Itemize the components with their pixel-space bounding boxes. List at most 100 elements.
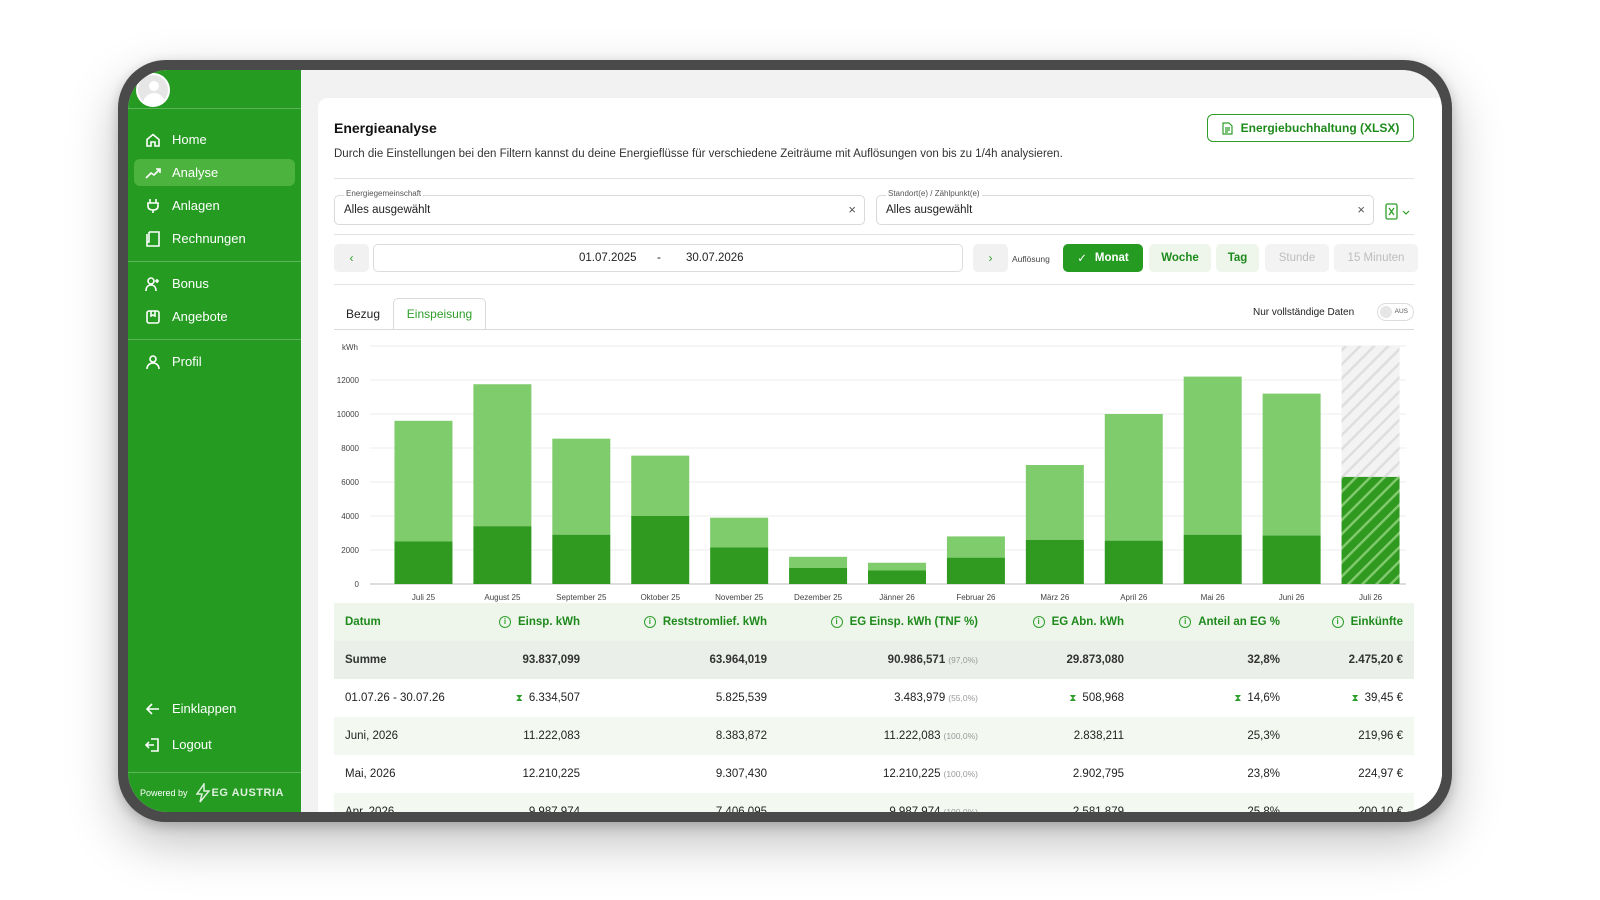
info-icon: i [1032,616,1045,628]
table-cell: 219,96 € [1358,730,1403,742]
table-cell: 2.902,795 [1072,768,1124,780]
tab-einspeisung[interactable]: Einspeisung [393,298,486,330]
column-header: i EG Einsp. kWh (TNF %) [774,603,978,641]
column-header-label: EG Abn. kWh [1051,616,1124,628]
plug-icon [144,197,162,215]
location-label: Standort(e) / Zählpunkt(e) [886,189,982,198]
sidebar-item-bonus[interactable]: Bonus [134,270,295,297]
export-xlsx-button[interactable]: Energiebuchhaltung (XLSX) [1207,114,1414,142]
cell-value: 6.334,507 [528,692,580,704]
tab-bezug[interactable]: Bezug [334,298,392,330]
column-header-label: EG Einsp. kWh (TNF %) [849,616,978,628]
date-separator: - [657,252,661,264]
table-cell: 2.475,20 € [1348,654,1403,666]
excel-export-icon[interactable] [1384,202,1414,222]
arrow-left-icon [144,700,162,718]
table-cell: 93.837,099 [522,654,580,666]
app-screen: Home Analyse Anlagen Rechnungen Bonus [128,70,1442,812]
offer-icon [144,308,162,326]
chevron-left-icon: ‹ [349,251,354,265]
sidebar-divider [128,339,301,340]
sidebar-item-angebote[interactable]: Angebote [134,303,295,330]
column-header: i Anteil an EG % [1134,603,1280,641]
column-header-label: Reststromlief. kWh [662,616,767,628]
device-frame: Home Analyse Anlagen Rechnungen Bonus [118,60,1452,822]
check-icon: ✓ [1077,253,1087,265]
location-value: Alles ausgewählt [886,204,973,216]
y-tick-label: 4000 [341,512,359,521]
bar-segment-dark [631,516,690,584]
resolution-week-button[interactable]: Woche [1149,244,1211,272]
info-icon: i [643,616,656,628]
clear-icon[interactable]: × [1357,202,1365,217]
bar-segment-dark [473,526,532,584]
table-cell: 23,8% [1247,768,1280,780]
cell-value: 90.986,571 [887,654,946,666]
x-tick-label: Februar 26 [956,593,996,602]
table-cell: 3.483,979 (55,0%) [774,679,978,717]
bar-segment-dark [1025,539,1084,584]
invoice-icon [144,230,162,248]
resolution-day-button[interactable]: Tag [1216,244,1259,272]
table-cell: ⧗ 14,6% [1134,679,1280,717]
y-tick-label: 6000 [341,478,359,487]
resolution-hour-button[interactable]: Stunde [1265,244,1329,272]
logout-button[interactable]: Logout [134,731,295,758]
resolution-15min-button[interactable]: 15 Minuten [1334,244,1418,272]
clear-icon[interactable]: × [848,202,856,217]
avatar[interactable] [136,73,170,107]
table-summary-row: Summe 93.837,099 63.964,019 90.986,571 (97,0… [334,641,1414,679]
resolution-option-label: Tag [1227,252,1248,264]
sidebar-item-home[interactable]: Home [134,126,295,153]
logout-icon [144,736,162,754]
bar-segment-light [1104,414,1163,541]
bar-segment-dark [1183,534,1242,584]
brand-logo: EG AUSTRIA [194,782,284,803]
collapse-label: Einklappen [172,701,237,716]
cell-percentage: (97,0%) [948,655,978,665]
x-tick-label: März 26 [1040,593,1069,602]
y-tick-label: 2000 [341,546,359,555]
table-cell: 2.838,211 [1073,730,1124,742]
column-header-label: Einkünfte [1350,616,1403,628]
bar-segment-dark [552,534,611,584]
cell-value: 14,6% [1247,692,1280,704]
x-tick-label: Jänner 26 [879,593,915,602]
community-select[interactable]: Energiegemeinschaft Alles ausgewählt × [334,189,865,225]
bar-segment-dark [710,547,769,584]
bar-segment-light [1025,465,1084,540]
x-tick-label: Juli 26 [1359,593,1383,602]
sidebar-item-rechnungen[interactable]: Rechnungen [134,225,295,252]
next-period-button[interactable]: › [973,244,1008,272]
table-cell: ⧗ 39,45 € [1284,679,1403,717]
sidebar-item-label: Anlagen [172,198,220,213]
table-cell: 32,8% [1247,654,1280,666]
cell-percentage: (100,0%) [943,731,979,741]
hourglass-icon: ⧗ [1234,692,1242,704]
location-select[interactable]: Standort(e) / Zählpunkt(e) Alles ausgewä… [876,189,1374,225]
tab-underline [334,329,1414,330]
date-range-input[interactable]: 01.07.2025 - 30.07.2026 [373,244,963,272]
previous-period-button[interactable]: ‹ [334,244,369,272]
hourglass-icon: ⧗ [1351,692,1359,704]
complete-data-toggle[interactable]: AUS [1377,303,1414,321]
table-cell: 224,97 € [1358,768,1403,780]
sidebar-item-profil[interactable]: Profil [134,348,295,375]
y-tick-label: 12000 [337,376,360,385]
table-cell: 9.987,974 [528,806,580,812]
info-icon: i [1179,616,1192,628]
sidebar-item-label: Rechnungen [172,231,246,246]
cell-value: 508,968 [1082,692,1124,704]
resolution-month-button[interactable]: ✓ Monat [1063,244,1143,272]
bar-segment-light [710,517,769,548]
export-label: Energiebuchhaltung (XLSX) [1240,121,1400,135]
collapse-button[interactable]: Einklappen [134,695,295,722]
info-icon: i [499,616,512,628]
table-header: Datum i Einsp. kWh i Reststromlief. kWh i EG E… [334,603,1414,641]
sidebar-item-anlagen[interactable]: Anlagen [134,192,295,219]
user-plus-icon [144,275,162,293]
table-row: Mai, 2026 12.210,225 9.307,430 12.210,225 (1… [334,755,1414,793]
community-value: Alles ausgewählt [344,204,431,216]
sidebar-item-analyse[interactable]: Analyse [134,159,295,186]
energy-bar-chart: kWh 0 2000 4000 6000 8000 10000 12000 Juli 25 Au… [337,343,1406,602]
